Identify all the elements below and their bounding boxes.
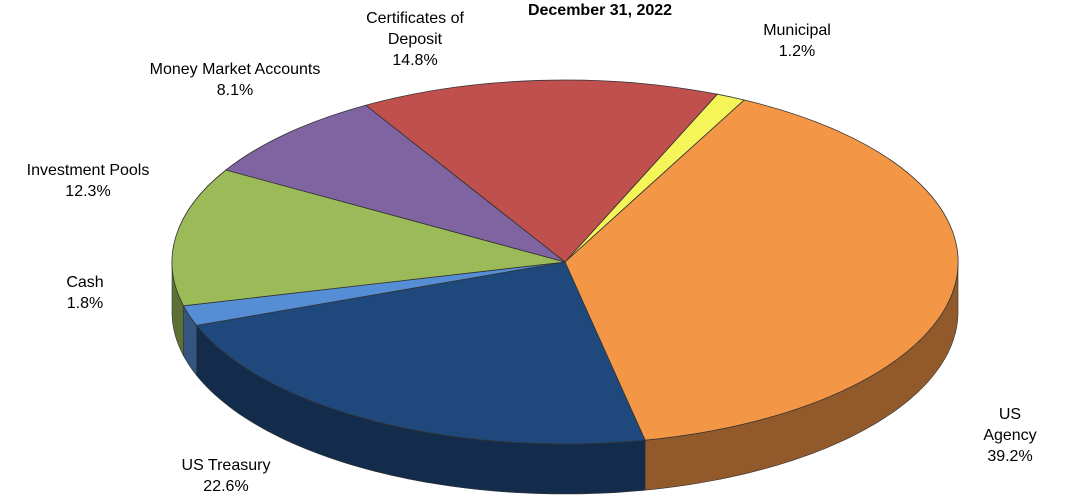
- value-label: 1.8%: [66, 295, 104, 312]
- pie-slice: [195, 261, 646, 445]
- slice-label: Certificates of Deposit 14.8%: [350, 8, 480, 71]
- value-label: 22.6%: [203, 478, 249, 495]
- category-label: US Agency: [983, 406, 1037, 444]
- pie-slice: [225, 104, 566, 263]
- value-label: 12.3%: [65, 183, 111, 200]
- category-label: Municipal: [763, 22, 831, 39]
- chart-title: December 31, 2022: [527, 2, 673, 19]
- category-label: US Treasury: [181, 457, 271, 474]
- value-label: 39.2%: [987, 448, 1033, 465]
- pie-slice: [171, 169, 566, 307]
- slice-label: Cash 1.8%: [66, 272, 103, 314]
- value-label: 8.1%: [216, 82, 254, 99]
- slice-label: US Treasury 22.6%: [182, 455, 271, 497]
- category-label: Certificates of Deposit: [366, 10, 464, 48]
- pie-slice: [364, 79, 719, 263]
- category-label: Money Market Accounts: [149, 61, 321, 78]
- category-label: Investment Pools: [26, 162, 150, 179]
- value-label: 1.2%: [778, 43, 816, 60]
- slice-label: Municipal 1.2%: [763, 20, 831, 62]
- category-label: Cash: [66, 274, 104, 291]
- pie-slice: [564, 99, 959, 441]
- slice-label: Money Market Accounts 8.1%: [150, 59, 321, 101]
- slice-label: Investment Pools 12.3%: [27, 160, 150, 202]
- slice-label: US Agency 39.2%: [983, 404, 1038, 467]
- value-label: 14.8%: [392, 52, 438, 69]
